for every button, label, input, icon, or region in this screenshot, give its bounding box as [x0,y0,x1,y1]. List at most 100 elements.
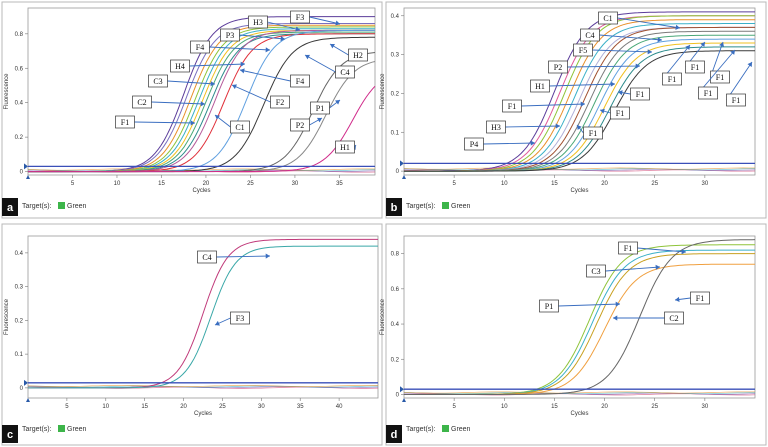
x-tick-label: 5 [452,404,456,410]
callout-arrow [267,21,301,31]
callout-arrowhead [675,24,680,30]
target-name: Green [67,426,87,433]
x-tick-label: 15 [551,181,558,187]
callout-box [664,311,684,325]
callout-arrowhead [330,43,335,49]
callout-box [662,72,682,86]
threshold-marker [24,163,28,170]
callout-box [539,299,559,313]
x-tick-label: 10 [102,404,109,410]
callout-label: P3 [226,31,234,40]
callout-label: P1 [316,104,324,113]
x-tick-label: 5 [452,181,456,187]
y-tick-label: 0.8 [15,32,24,38]
callout-arrow [483,142,536,145]
baseline-line [403,392,756,395]
panel-d: 0 0.2 0.4 0.6 0.8 5 10 15 20 25 30 Cycles Fluorescen… [380,223,767,446]
callout-box [248,15,268,29]
y-tick-label: 0.6 [15,66,24,72]
y-tick-label: 0.6 [391,287,400,293]
callout-label: P2 [554,63,562,72]
callout-arrowhead [685,45,690,50]
callout-box [630,87,650,101]
callout-box [290,74,310,88]
callout-arrowhead [555,123,560,129]
x-tick-label: 25 [651,404,658,410]
callout-box [115,115,135,129]
callout-arrow [189,63,246,67]
panel-c: 0 0.1 0.2 0.3 0.4 5 10 15 20 25 30 35 40 Cycles Fluore… [1,223,383,446]
callout-arrowhead [657,37,662,43]
callout-arrowhead [265,47,270,53]
callout-arrowhead [265,253,270,259]
callout-arrowhead [280,36,285,42]
panel-a: 0 0.2 0.4 0.6 0.8 5 10 15 20 25 30 35 Cycles Fluoresc… [1,1,383,219]
callout-box [348,48,368,62]
callout-label: C1 [235,123,244,132]
callout-box [502,99,522,113]
callout-box [190,40,210,54]
y-tick-label: 0 [20,170,24,176]
panel-letter-box [386,198,402,216]
x-tick-label: 20 [601,404,608,410]
callout-label: F4 [196,43,204,52]
callout-label: C2 [137,98,146,107]
x-tick-label: 25 [247,181,254,187]
callout-label: P1 [545,302,553,311]
callout-box [230,120,250,134]
x-tick-label: 25 [651,181,658,187]
y-tick-label: 0.2 [391,357,400,363]
series-line-f1b [404,239,756,395]
x-tick-label: 30 [258,404,265,410]
callout-label: F1 [508,102,516,111]
callout-label: C3 [153,77,162,86]
callout-box [726,93,746,107]
target-swatch [442,202,449,209]
panel-b: 0 0.1 0.2 0.3 0.4 5 10 15 20 25 30 Cycles Fluorescen… [380,1,767,219]
x-tick-label: 15 [551,404,558,410]
y-tick-label: 0 [396,392,400,398]
baseline-line [27,169,376,172]
callout-arrowhead [190,120,195,126]
y-tick-label: 0.2 [15,318,24,324]
x-tick-label: 20 [180,404,187,410]
target-swatch [58,425,65,432]
callout-arrowhead [335,20,340,26]
y-tick-label: 0.8 [391,252,400,258]
y-tick-label: 0.2 [391,91,400,97]
y-tick-label: 0.4 [391,14,400,20]
callout-label: C3 [591,267,600,276]
callout-label: P2 [296,121,304,130]
target-name: Green [451,203,471,210]
callout-arrow [558,303,621,307]
panel-letter: c [7,429,13,441]
callout-arrowhead [610,81,615,87]
panel-letter: b [391,202,398,214]
callout-label: C4 [340,68,349,77]
callout-label: H3 [253,18,263,27]
x-axis-title: Cycles [192,188,210,194]
x-axis-title: Cycles [570,411,588,417]
callout-label: C1 [603,14,612,23]
panel-letter: d [391,429,398,441]
baseline-line [403,168,756,171]
x-tick-label: 10 [501,404,508,410]
callout-box [132,95,152,109]
origin-marker [402,175,406,179]
callout-label: F1 [696,294,704,303]
callout-arrow [209,46,271,51]
callout-box [464,137,484,151]
panel-letter-box [2,425,18,443]
callout-box [290,118,310,132]
target-label: Target(s): [406,426,436,433]
target-name: Green [67,203,87,210]
y-tick-label: 0.2 [15,135,24,141]
callout-box [197,250,217,264]
callout-box [685,60,705,74]
callout-arrowhead [580,101,585,107]
x-tick-label: 5 [71,181,75,187]
callout-arrow [592,49,653,53]
callout-box [170,59,190,73]
y-tick-label: 0.3 [15,285,24,291]
